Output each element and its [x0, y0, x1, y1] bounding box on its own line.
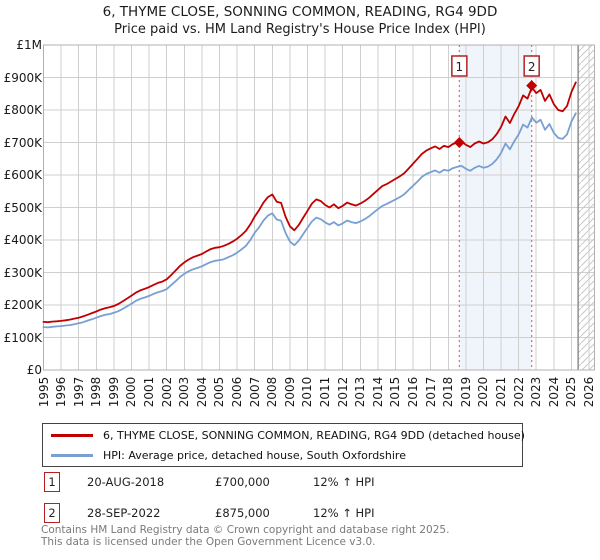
- x-tick-label: 2024: [546, 376, 561, 408]
- footer-line-1: Contains HM Land Registry data © Crown c…: [41, 524, 450, 536]
- y-tick-label: £900K: [3, 70, 42, 85]
- x-tick-label: 2004: [194, 376, 209, 408]
- property-price-line: [42, 81, 577, 324]
- x-tick-label: 2026: [582, 376, 597, 408]
- x-tick-label: 2005: [212, 376, 227, 408]
- sale-row-2: 2 28-SEP-2022 £875,000 12% ↑ HPI: [0, 503, 600, 525]
- x-tick-label: 2006: [230, 376, 245, 408]
- x-tick-label: 2021: [494, 376, 509, 408]
- sale-1-flag-number: 1: [456, 60, 464, 74]
- x-tick-label: 2020: [476, 376, 491, 408]
- sale-1-point-marker: [453, 137, 465, 148]
- x-tick-label: 2016: [406, 376, 421, 408]
- future-no-data-hatch: [578, 45, 595, 370]
- x-tick-label: 2008: [265, 376, 280, 408]
- y-tick-label: £300K: [3, 265, 42, 280]
- y-tick-label: £400K: [3, 233, 42, 247]
- x-tick-label: 2009: [282, 376, 297, 408]
- sale-2-price: £875,000: [215, 506, 270, 520]
- legend-item-property: 6, THYME CLOSE, SONNING COMMON, READING,…: [43, 426, 525, 444]
- y-tick-label: £800K: [3, 103, 42, 117]
- chart-title: 6, THYME CLOSE, SONNING COMMON, READING,…: [102, 4, 498, 20]
- sale-2-flag-number: 2: [528, 60, 536, 74]
- legend: 6, THYME CLOSE, SONNING COMMON, READING,…: [42, 423, 525, 467]
- hpi-line: [42, 112, 577, 329]
- sale-2-hpi-delta: 12% ↑ HPI: [313, 506, 375, 520]
- x-tick-label: 2012: [335, 376, 350, 408]
- x-tick-label: 2000: [124, 376, 139, 408]
- legend-item-hpi: HPI: Average price, detached house, Sout…: [43, 446, 522, 464]
- y-tick-label: £0: [26, 363, 42, 377]
- hpi-series-swatch: [51, 453, 93, 457]
- sale-1-date: 20-AUG-2018: [87, 475, 165, 489]
- y-tick-label: £200K: [3, 298, 42, 312]
- x-tick-label: 2025: [564, 376, 579, 408]
- property-series-swatch: [51, 433, 93, 437]
- chart-subtitle: Price paid vs. HM Land Registry's House …: [114, 22, 486, 37]
- x-tick-label: 2011: [318, 376, 333, 408]
- footer-line-2: This data is licensed under the Open Gov…: [41, 535, 376, 548]
- x-tick-label: 2018: [441, 376, 456, 408]
- x-tick-label: 1997: [71, 376, 86, 408]
- x-tick-label: 2015: [388, 376, 403, 408]
- y-tick-label: £700K: [3, 135, 42, 150]
- sale-1-flag: 1: [44, 472, 60, 492]
- legend-label-hpi: HPI: Average price, detached house, Sout…: [103, 448, 406, 462]
- x-tick-label: 2013: [353, 376, 368, 408]
- sale-1-flag-box: [451, 55, 468, 77]
- sale-2-date: 28-SEP-2022: [87, 506, 161, 520]
- sale-row-1: 1 20-AUG-2018 £700,000 12% ↑ HPI: [0, 472, 600, 494]
- x-tick-label: 2007: [247, 376, 262, 408]
- sale-1-hpi-delta: 12% ↑ HPI: [313, 475, 375, 489]
- y-tick-label: £1M: [16, 38, 42, 52]
- y-tick-label: £500K: [3, 200, 42, 215]
- legend-label-property: 6, THYME CLOSE, SONNING COMMON, READING,…: [103, 428, 525, 442]
- x-tick-label: 2019: [458, 376, 473, 408]
- sale-1-price: £700,000: [215, 475, 270, 489]
- sale-2-flag: 2: [44, 503, 60, 523]
- x-tick-label: 2023: [529, 376, 544, 408]
- x-tick-label: 1995: [36, 376, 51, 408]
- x-tick-label: 2010: [300, 376, 315, 408]
- sale-2-flag-box: [523, 55, 540, 77]
- x-tick-label: 2017: [423, 376, 438, 408]
- plot-border: [43, 44, 595, 371]
- x-tick-label: 1999: [106, 376, 121, 408]
- footer: Contains HM Land Registry data © Crown c…: [41, 524, 450, 548]
- x-tick-label: 1996: [54, 376, 69, 408]
- x-tick-label: 2022: [511, 376, 526, 408]
- y-tick-label: £100K: [3, 330, 42, 345]
- x-tick-label: 2002: [159, 376, 174, 408]
- y-tick-label: £600K: [3, 168, 42, 182]
- x-tick-label: 2001: [142, 376, 157, 408]
- sale-2-point-marker: [526, 80, 538, 92]
- x-tick-label: 2003: [177, 376, 192, 408]
- x-tick-label: 1998: [89, 376, 104, 408]
- x-tick-label: 2014: [370, 376, 385, 408]
